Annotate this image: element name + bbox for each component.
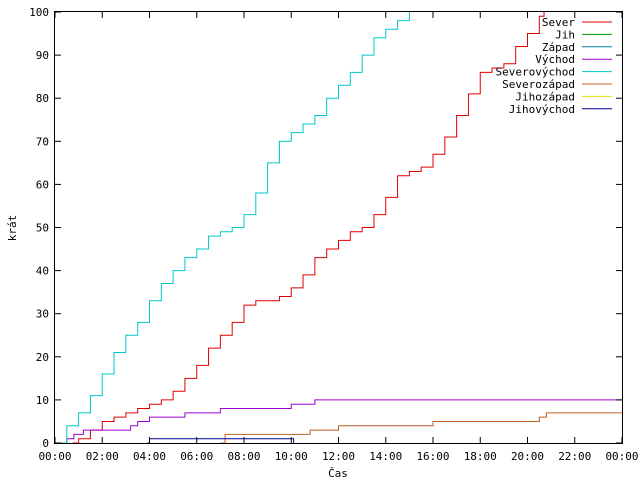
series-line-sever bbox=[72, 12, 545, 444]
x-tick-label: 08:00 bbox=[227, 450, 260, 463]
ticks-layer: 0 10 20 30 40 50 60 70 80 90 100 00:00 02:00 04:00 06:… bbox=[29, 6, 638, 463]
series-line-vychod bbox=[59, 399, 622, 444]
y-tick-label: 40 bbox=[36, 265, 49, 278]
legend: SeverJihZápadVýchodSeverovýchodSeverozáp… bbox=[496, 16, 612, 116]
y-tick-label: 70 bbox=[36, 135, 49, 148]
x-axis-label: Čas bbox=[328, 467, 348, 480]
x-tick-label: 02:00 bbox=[86, 450, 119, 463]
y-tick-label: 100 bbox=[29, 6, 49, 19]
y-tick-label: 90 bbox=[36, 49, 49, 62]
y-tick-label: 60 bbox=[36, 178, 49, 191]
legend-label-sever: Sever bbox=[542, 16, 575, 29]
y-tick-label: 0 bbox=[42, 437, 49, 450]
x-tick-label: 20:00 bbox=[511, 450, 544, 463]
x-tick-label: 14:00 bbox=[369, 450, 402, 463]
y-tick-label: 10 bbox=[36, 394, 49, 407]
legend-label-severovychod: Severovýchod bbox=[496, 66, 575, 79]
x-tick-label: 22:00 bbox=[558, 450, 591, 463]
legend-label-vychod: Východ bbox=[535, 53, 575, 66]
x-tick-label: 04:00 bbox=[133, 450, 166, 463]
series-line-severozapad bbox=[220, 412, 622, 444]
legend-label-severozapad: Severozápad bbox=[502, 78, 575, 91]
x-tick-label: 16:00 bbox=[416, 450, 449, 463]
y-axis-label: krát bbox=[6, 215, 19, 242]
y-tick-label: 50 bbox=[36, 222, 49, 235]
x-tick-label: 00:00 bbox=[605, 450, 638, 463]
x-tick-label: 00:00 bbox=[38, 450, 71, 463]
x-tick-label: 12:00 bbox=[322, 450, 355, 463]
x-tick-label: 10:00 bbox=[275, 450, 308, 463]
series-line-severovychod bbox=[57, 12, 410, 444]
x-tick-label: 18:00 bbox=[464, 450, 497, 463]
y-tick-label: 20 bbox=[36, 351, 49, 364]
legend-label-jihozapad: Jihozápad bbox=[515, 90, 575, 103]
legend-label-jihovychod: Jihovýchod bbox=[509, 103, 575, 116]
x-tick-label: 06:00 bbox=[180, 450, 213, 463]
y-tick-label: 30 bbox=[36, 308, 49, 321]
legend-label-jih: Jih bbox=[555, 28, 575, 41]
plot-frame bbox=[54, 11, 623, 444]
y-tick-label: 80 bbox=[36, 92, 49, 105]
legend-label-zapad: Západ bbox=[542, 41, 575, 54]
series-layer bbox=[57, 12, 622, 444]
